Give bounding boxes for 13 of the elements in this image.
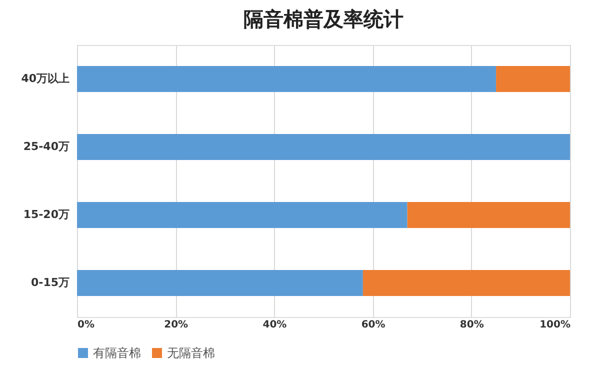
y-tick-label: 0-15万 xyxy=(30,276,70,289)
x-tick-label: 40% xyxy=(262,320,287,330)
x-tick-label: 0% xyxy=(78,320,94,330)
x-tick-label: 60% xyxy=(361,320,386,330)
chart-title: 隔音棉普及率统计 xyxy=(244,7,404,31)
y-tick-label: 25-40万 xyxy=(23,140,70,153)
y-tick-label: 15-20万 xyxy=(23,208,70,221)
legend-label: 无隔音棉 xyxy=(167,346,215,360)
y-tick-label: 40万以上 xyxy=(21,72,70,85)
x-tick-label: 20% xyxy=(164,320,188,330)
x-tick-label: 100% xyxy=(540,320,570,330)
x-tick-label: 80% xyxy=(460,320,484,330)
legend-label: 有隔音棉 xyxy=(93,346,141,360)
